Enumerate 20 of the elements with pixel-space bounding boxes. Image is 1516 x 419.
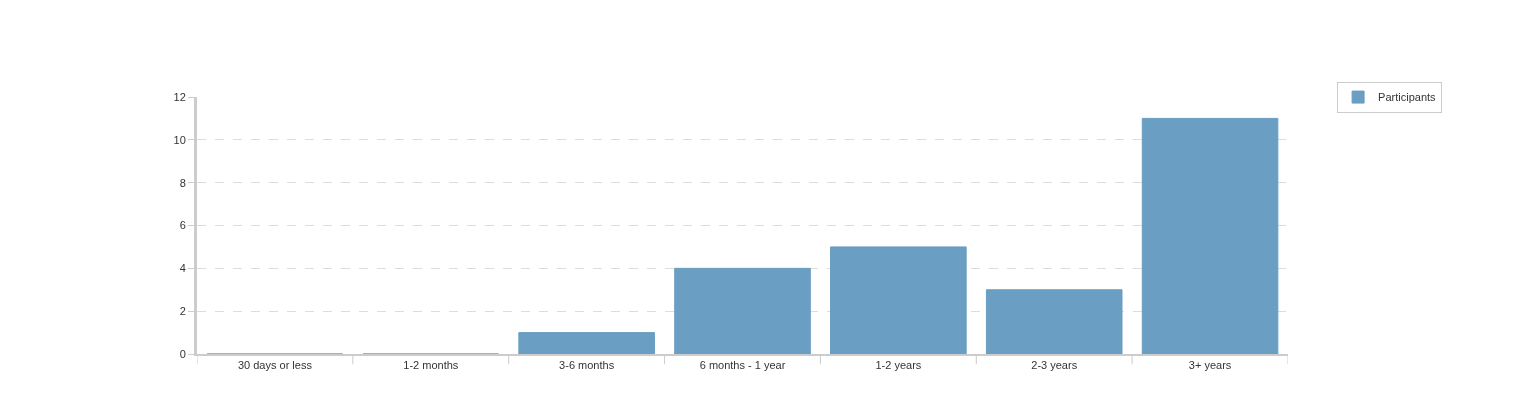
x-tick-label: 1-2 months — [403, 359, 459, 372]
bar — [518, 332, 655, 354]
x-tick-label: 1-2 years — [875, 359, 922, 372]
y-tick-label: 4 — [179, 262, 186, 275]
x-tick-label: 2-3 years — [1031, 359, 1078, 372]
y-tick-label: 2 — [179, 305, 186, 318]
bar — [985, 289, 1123, 354]
legend-label: Participants — [1378, 91, 1437, 104]
y-tick-label: 6 — [179, 219, 186, 232]
bar — [830, 246, 967, 354]
y-tick-label: 12 — [173, 90, 186, 103]
x-tick-label: 30 days or less — [237, 359, 313, 372]
y-tick-label: 8 — [179, 176, 186, 189]
x-tick-label: 3+ years — [1188, 359, 1232, 372]
y-tick-label: 0 — [179, 347, 186, 360]
bar — [1141, 117, 1279, 354]
y-tick-label: 10 — [173, 133, 186, 146]
bar — [674, 267, 811, 354]
x-tick-label: 3-6 months — [559, 359, 615, 372]
x-tick-label: 6 months - 1 year — [699, 359, 786, 372]
